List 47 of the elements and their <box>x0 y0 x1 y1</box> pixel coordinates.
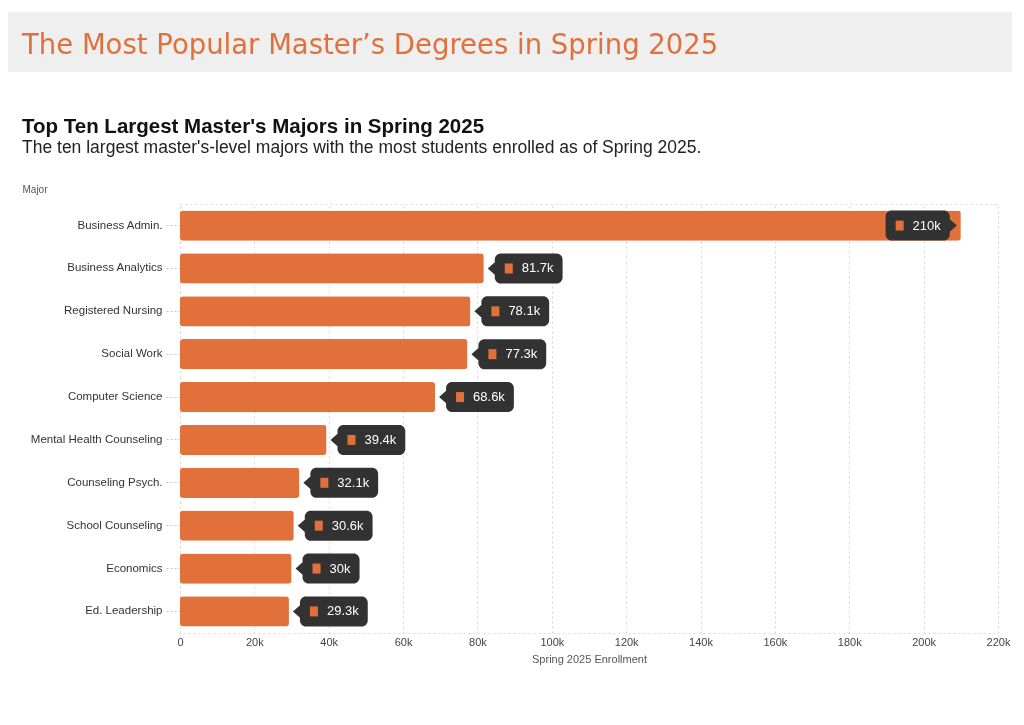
data-label: 30.6k <box>331 517 365 533</box>
x-tick-label: 100k <box>540 635 565 648</box>
x-tick-label: 60k <box>394 635 413 648</box>
y-tick-label: Business Admin. <box>77 218 163 231</box>
bar <box>180 553 292 584</box>
x-tick-label: 220k <box>986 635 1011 648</box>
data-label: 30k <box>329 560 352 576</box>
bar <box>180 510 294 541</box>
bar <box>180 424 327 456</box>
y-tick-label: Computer Science <box>67 390 163 403</box>
chart-title: The Most Popular Master’s Degrees in Spring 2025 <box>22 28 719 60</box>
data-label: 81.7k <box>521 260 555 276</box>
x-tick-label: 200k <box>912 635 937 648</box>
data-label: 78.1k <box>508 303 541 319</box>
y-axis-title: Major <box>22 183 49 195</box>
bar <box>180 596 289 627</box>
data-label: 210k <box>912 217 942 233</box>
x-axis-title: Spring 2025 Enrollment <box>532 652 647 665</box>
y-tick-label: Registered Nursing <box>64 304 163 317</box>
x-tick-label: 120k <box>614 635 640 648</box>
y-tick-label: Counseling Psych. <box>67 475 163 488</box>
x-tick-label: 0 <box>177 635 184 648</box>
x-tick-label: 140k <box>689 635 714 648</box>
bar <box>180 339 468 370</box>
y-tick-label: Economics <box>106 561 163 574</box>
data-label: 32.1k <box>337 474 370 490</box>
y-tick-label: Mental Health Counseling <box>30 432 163 445</box>
y-tick-label: Ed. Leadership <box>85 604 163 617</box>
bar <box>180 210 961 241</box>
x-tick-label: 20k <box>245 635 265 648</box>
y-tick-label: Social Work <box>101 347 163 360</box>
data-label: 39.4k <box>364 431 397 447</box>
x-tick-label: 160k <box>763 635 788 648</box>
bar <box>180 296 471 327</box>
x-tick-label: 80k <box>469 635 488 648</box>
data-label: 68.6k <box>473 389 506 405</box>
y-tick-label: School Counseling <box>66 518 163 531</box>
bar <box>180 381 436 413</box>
x-tick-label: 180k <box>837 635 863 648</box>
bar <box>180 467 300 498</box>
text: The ten largest master's-level majors with the most students enrolled as of Spring 2025. <box>22 137 702 158</box>
data-label: 29.3k <box>326 603 360 619</box>
x-tick-label: 40k <box>320 635 339 648</box>
y-tick-label: Business Analytics <box>67 261 163 274</box>
bar <box>180 253 484 284</box>
data-label: 77.3k <box>505 346 538 362</box>
chart-subtitle: Top Ten Largest Master's Majors in Spring 2025 <box>22 114 485 138</box>
